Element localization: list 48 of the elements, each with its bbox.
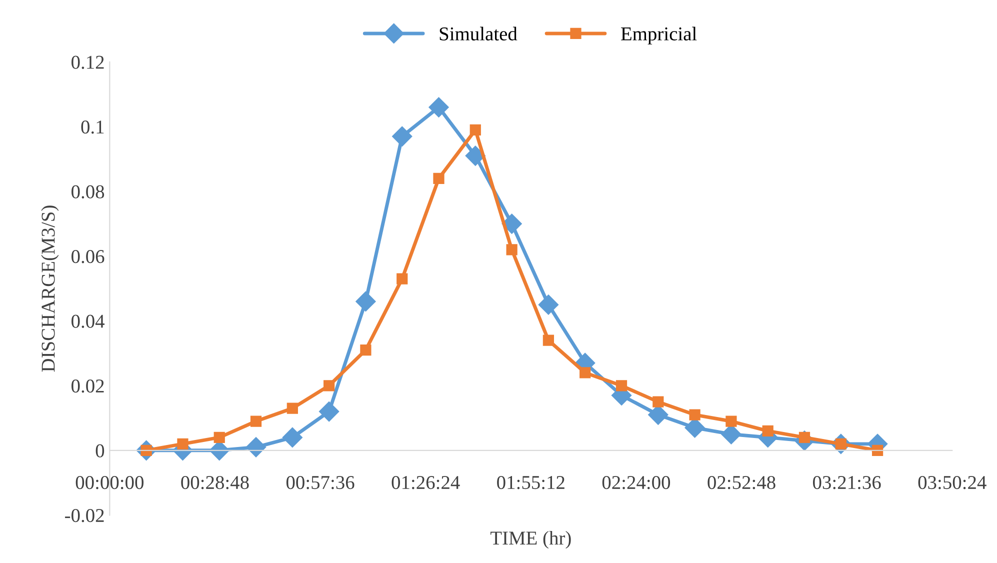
y-tick-label: 0.06 xyxy=(72,250,104,264)
point xyxy=(502,214,522,234)
point xyxy=(177,438,188,450)
x-tick-label: 02:52:48 xyxy=(708,476,776,490)
y-tick-label: -0.02 xyxy=(65,508,104,522)
point xyxy=(762,425,774,437)
x-tick-label: 02:24:00 xyxy=(602,476,670,490)
y-tick-label: 0.02 xyxy=(72,379,104,393)
point xyxy=(356,291,376,312)
point xyxy=(319,402,340,422)
point xyxy=(580,367,591,378)
x-tick-label: 01:55:12 xyxy=(497,476,564,490)
point xyxy=(324,380,335,392)
point xyxy=(465,146,486,166)
point xyxy=(538,294,558,315)
legend-label: Empricial xyxy=(621,26,697,44)
point xyxy=(470,124,481,136)
point xyxy=(689,409,700,420)
x-tick-label: 00:57:36 xyxy=(286,476,354,490)
y-axis-title: DISCHARGE(M3/S) xyxy=(41,206,59,372)
point xyxy=(652,396,664,408)
x-tick-label: 03:21:36 xyxy=(813,476,881,490)
point xyxy=(246,437,266,458)
point xyxy=(428,97,449,118)
x-tick-label: 00:00:00 xyxy=(76,476,144,490)
x-tick-label: 00:28:48 xyxy=(181,476,249,490)
point xyxy=(392,126,412,146)
point xyxy=(506,244,518,256)
point xyxy=(250,416,262,427)
point xyxy=(396,273,408,284)
legend-label: Simulated xyxy=(440,26,518,40)
x-tick-label: 01:26:24 xyxy=(392,476,460,490)
point xyxy=(286,402,298,414)
y-tick-label: 0.08 xyxy=(72,185,104,198)
x-tick-label: 03:50:24 xyxy=(918,476,986,490)
y-tick-label: 0.1 xyxy=(81,120,104,134)
point xyxy=(360,344,372,356)
point xyxy=(433,172,444,184)
y-tick-label: 0 xyxy=(96,444,104,458)
point xyxy=(282,427,302,448)
y-tick-label: 0.12 xyxy=(72,56,104,69)
point xyxy=(214,432,225,444)
point xyxy=(542,334,554,346)
y-tick-label: 0.04 xyxy=(72,314,105,328)
x-axis-title: TIME (hr) xyxy=(490,531,571,549)
point xyxy=(872,444,884,456)
point xyxy=(726,416,737,427)
point xyxy=(616,380,628,392)
